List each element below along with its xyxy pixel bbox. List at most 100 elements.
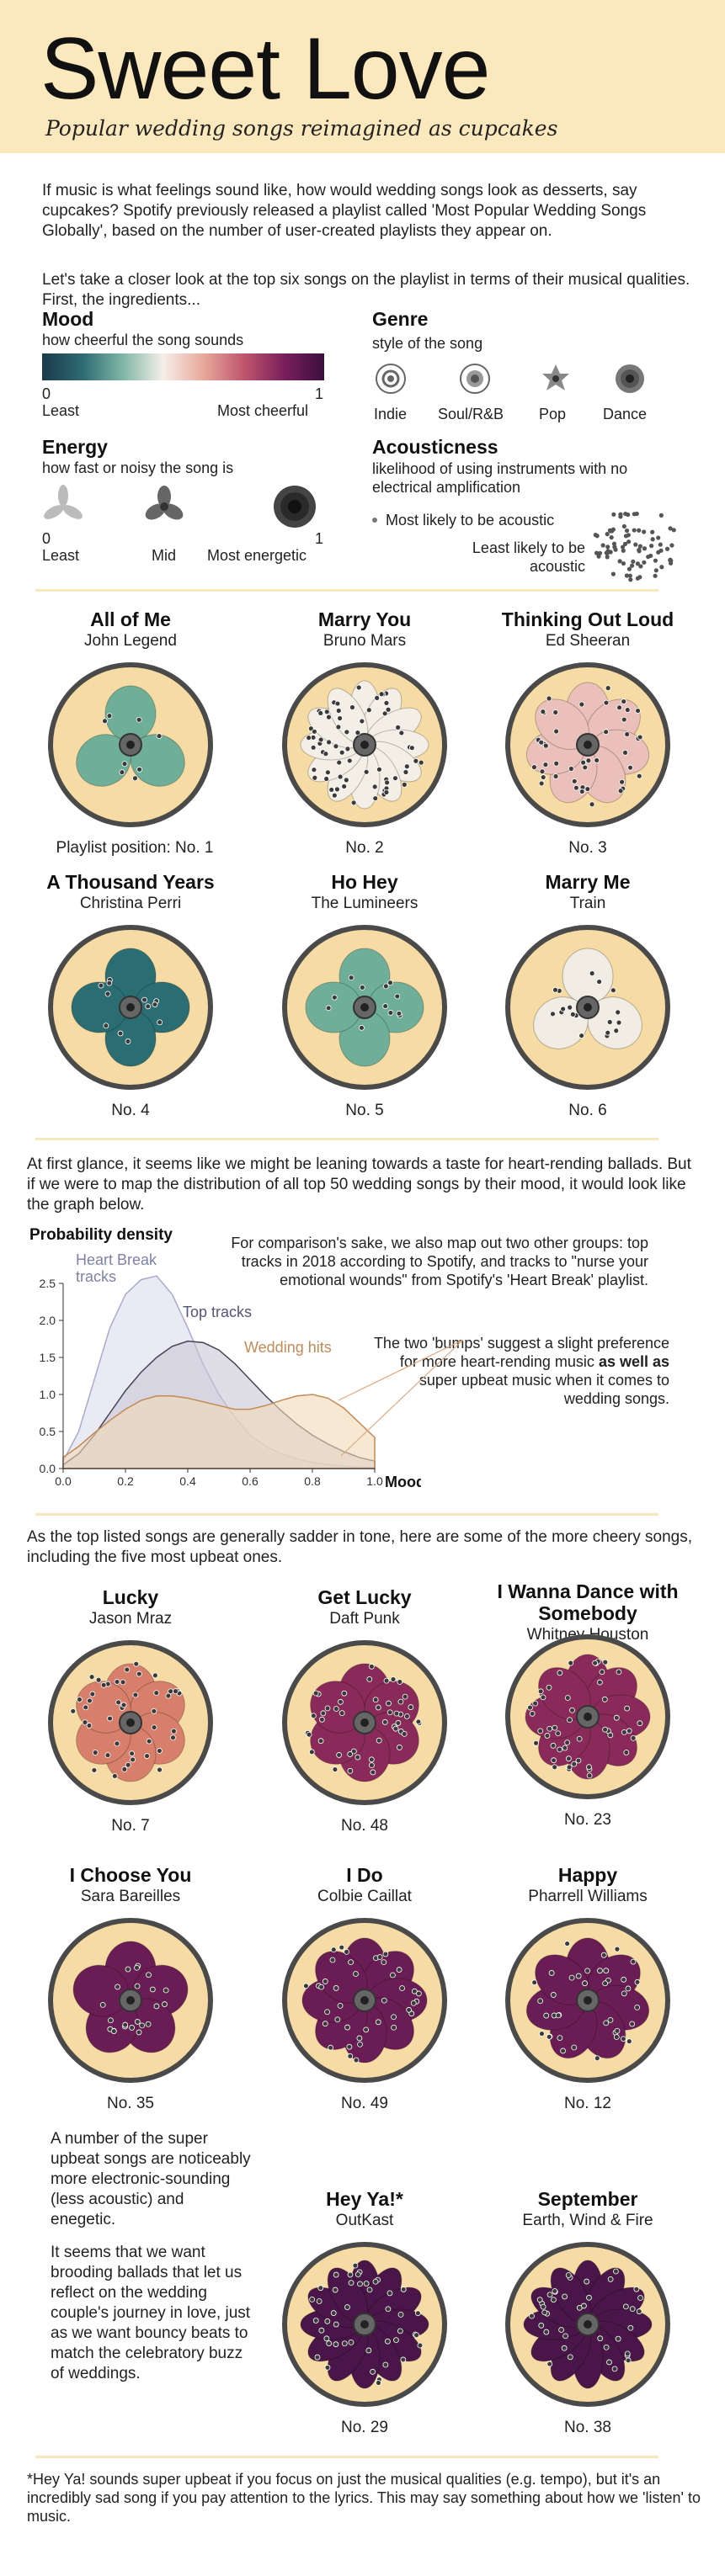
cupcake-sprinkle <box>614 1946 621 1952</box>
chart-pointer-lines <box>338 1339 464 1457</box>
cupcake-sprinkle <box>531 1979 538 1986</box>
cupcake-sprinkle <box>104 1752 111 1759</box>
cupcake-sprinkle <box>136 766 142 773</box>
cupcake-sprinkle <box>578 701 585 708</box>
cupcake-sprinkle <box>87 1697 93 1704</box>
chart-annotation-2-c: super upbeat music when it comes to wedd… <box>418 1372 669 1407</box>
cupcake-sprinkle <box>343 777 349 783</box>
cupcake-sprinkle <box>607 2016 614 2023</box>
y-tick-label: 2.0 <box>40 1314 56 1327</box>
song-rank: No. 35 <box>107 2095 154 2112</box>
cupcake-sprinkle <box>317 710 324 716</box>
cupcake-sprinkle <box>536 2297 543 2303</box>
cupcake-sprinkle <box>586 1772 593 1779</box>
cupcake-sprinkle <box>626 2038 632 2045</box>
cupcake-sprinkle <box>111 1773 118 1779</box>
acoustic-cloud-dot <box>632 512 637 517</box>
cupcake-sprinkle <box>624 731 631 737</box>
cupcake-sprinkle <box>581 2302 587 2309</box>
cupcake-sprinkle <box>153 1690 160 1697</box>
cupcake-sprinkle <box>339 749 345 756</box>
cupcake-sprinkle <box>630 1734 637 1741</box>
cupcake-sprinkle <box>586 1764 592 1771</box>
cupcake-sprinkle <box>613 2268 619 2275</box>
cupcake-sprinkle <box>83 1704 89 1711</box>
cupcake-sprinkle <box>134 1964 140 1971</box>
cupcake-petals <box>533 948 642 1049</box>
acoustic-cloud-dot <box>659 565 664 570</box>
cupcake-sprinkle <box>395 724 402 730</box>
cupcake-sprinkle <box>121 761 128 767</box>
cupcake-sprinkle <box>627 764 633 771</box>
cupcake-sprinkle <box>568 1974 575 1981</box>
x-tick-label: 0.0 <box>55 1474 72 1488</box>
song-artist: OutKast <box>335 2212 394 2229</box>
acoustic-cloud-dot <box>605 555 610 560</box>
cupcake-sprinkle <box>136 716 142 723</box>
acoustic-least-text: Least likely to be acoustic <box>472 539 585 575</box>
cupcake-sprinkle <box>569 1707 575 1713</box>
cupcake-sprinkle <box>576 1735 583 1742</box>
cupcake-sprinkle <box>333 1985 339 1991</box>
song-title: Happy <box>557 1864 618 1886</box>
song-rank: No. 7 <box>111 1817 150 1835</box>
cupcake-sprinkle <box>141 996 147 1003</box>
cupcake-sprinkle <box>637 2295 643 2301</box>
song-rank: No. 6 <box>568 1102 607 1119</box>
cupcake-sprinkle <box>585 757 592 764</box>
song-title: Marry Me <box>545 871 631 893</box>
cupcake-sprinkle <box>567 1004 573 1011</box>
song-title: Thinking Out Loud <box>501 608 674 630</box>
x-axis-label: Mood <box>385 1474 421 1490</box>
cupcake-sprinkle <box>359 718 365 725</box>
cupcake-sprinkle <box>339 1944 345 1951</box>
genre-legend-desc: style of the song <box>372 335 483 352</box>
cupcake-sprinkle <box>635 708 641 714</box>
cupcake-sprinkle <box>529 2313 535 2319</box>
cupcake-sprinkle <box>411 1988 418 1994</box>
cupcake-sprinkle <box>550 1011 556 1017</box>
cupcake-sprinkle <box>341 2340 348 2347</box>
cupcake-sprinkle <box>410 2000 417 2006</box>
cupcake-sprinkle <box>314 2354 321 2361</box>
cupcake-sprinkle <box>382 2361 389 2368</box>
cupcake-sprinkle <box>542 742 549 749</box>
cupcake-sprinkle <box>607 2276 614 2282</box>
acoustic-cloud-dot <box>649 544 654 549</box>
acoustic-cloud-dot <box>629 563 635 568</box>
cupcake-sprinkle <box>317 736 324 743</box>
cupcake-center-dot <box>126 1718 135 1727</box>
cupcake-sprinkle <box>163 1987 169 1994</box>
song-artist: Colbie Caillat <box>317 1888 412 1905</box>
cupcake-sprinkle <box>552 773 559 779</box>
cupcake-sprinkle <box>333 2321 339 2328</box>
acoustic-cloud-dot <box>605 532 610 537</box>
cupcake-sprinkle <box>382 983 389 990</box>
cupcake-sprinkle <box>114 1679 120 1685</box>
cupcake-sprinkle <box>333 743 339 750</box>
cupcake-sprinkle <box>571 1761 578 1767</box>
acoustic-cloud-dot <box>642 560 647 565</box>
cupcake-petals <box>71 948 190 1067</box>
cupcake-sprinkle <box>567 2354 573 2361</box>
cupcake-sprinkle <box>125 1966 131 1973</box>
energy-max-label: 1 <box>315 530 324 547</box>
cupcake-sprinkle <box>372 795 379 802</box>
song-artist: Pharrell Williams <box>528 1888 648 1905</box>
acoustic-cloud-dot <box>621 523 626 529</box>
cupcake-sprinkle <box>153 2003 160 2010</box>
cupcake-sprinkle <box>390 1676 397 1682</box>
acoustic-cloud-dot <box>597 550 603 555</box>
cupcake-sprinkle <box>381 1959 387 1966</box>
cupcake-sprinkle <box>538 2322 545 2329</box>
cupcake-sprinkle <box>594 757 600 763</box>
cupcake-sprinkle <box>165 1692 172 1699</box>
acoustic-cloud-dot <box>621 560 626 566</box>
cupcake-sprinkle <box>323 2335 330 2342</box>
cupcake-sprinkle <box>355 1754 361 1761</box>
cupcake-sprinkle <box>605 685 611 692</box>
song-title: I Do <box>346 1864 383 1886</box>
acoustic-cloud-dot <box>650 529 655 534</box>
cupcake-sprinkle <box>400 2356 407 2363</box>
series-label-2: Wedding hits <box>244 1339 332 1356</box>
